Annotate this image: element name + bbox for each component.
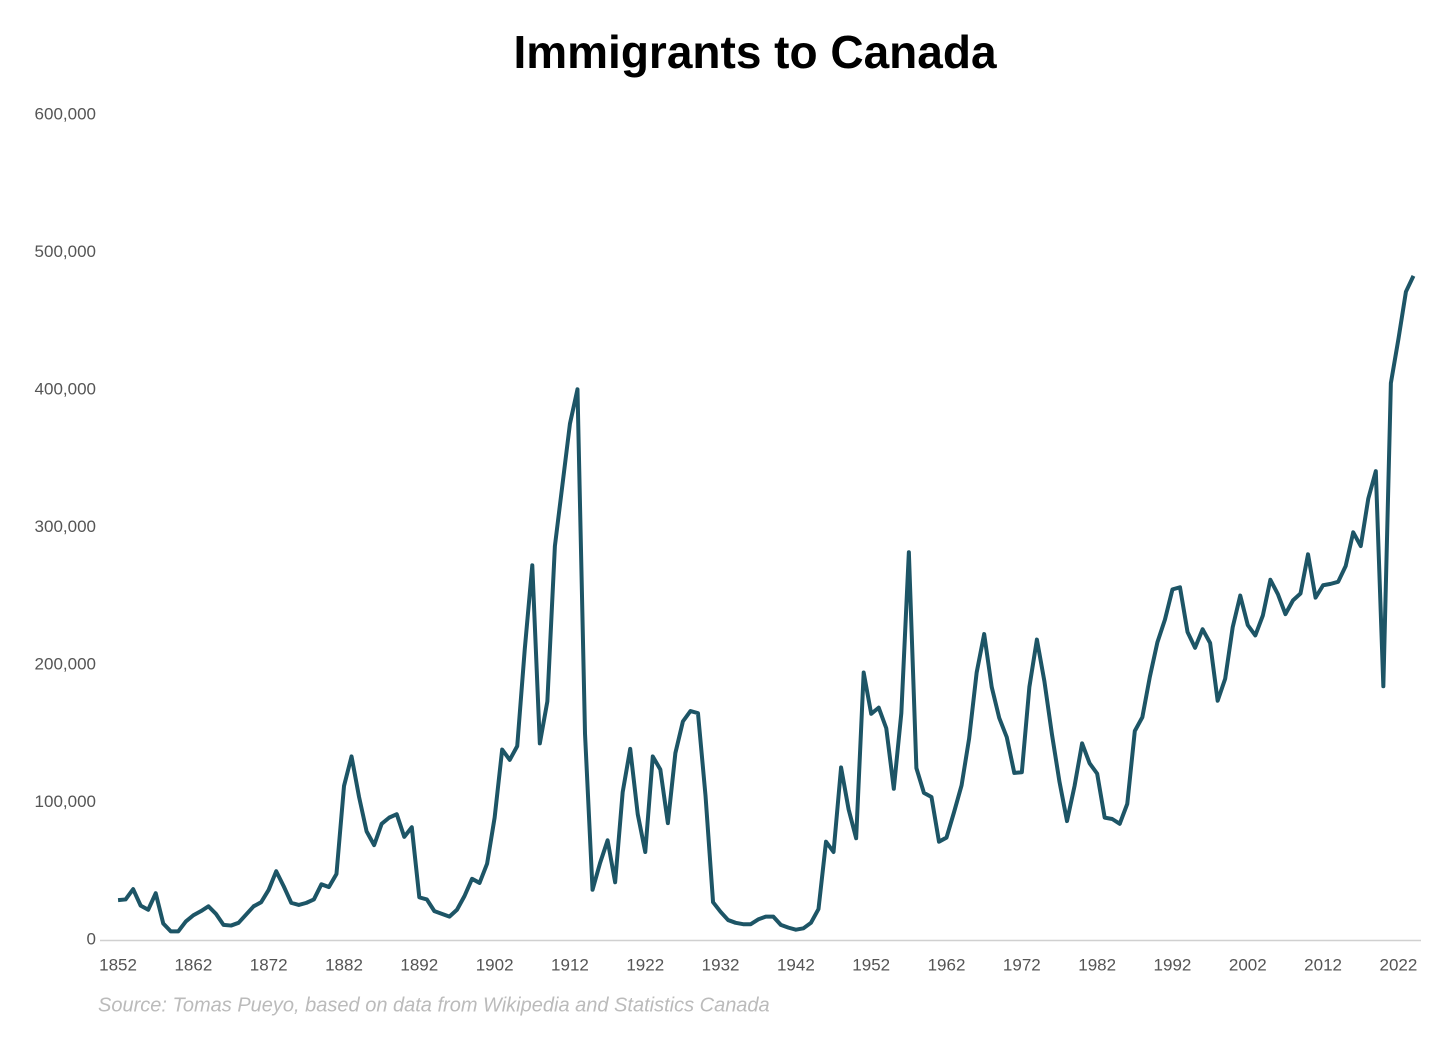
y-tick-label: 300,000	[35, 517, 96, 536]
x-tick-label: 1932	[702, 955, 740, 974]
x-tick-label: 2002	[1229, 955, 1267, 974]
x-tick-label: 2012	[1304, 955, 1342, 974]
x-tick-label: 1972	[1003, 955, 1041, 974]
x-tick-label: 1872	[250, 955, 288, 974]
x-tick-label: 1912	[551, 955, 589, 974]
x-tick-label: 1892	[400, 955, 438, 974]
x-tick-label: 1942	[777, 955, 815, 974]
y-tick-label: 500,000	[35, 242, 96, 261]
x-tick-label: 1962	[928, 955, 966, 974]
x-tick-label: 2022	[1379, 955, 1417, 974]
x-tick-label: 1982	[1078, 955, 1116, 974]
x-tick-label: 1852	[99, 955, 137, 974]
y-tick-label: 200,000	[35, 654, 96, 673]
y-tick-label: 600,000	[35, 104, 96, 123]
x-tick-label: 1922	[626, 955, 664, 974]
x-tick-label: 1882	[325, 955, 363, 974]
x-tick-label: 1902	[476, 955, 514, 974]
y-tick-label: 400,000	[35, 379, 96, 398]
y-tick-label: 0	[87, 929, 96, 948]
data-line	[117, 275, 1416, 934]
chart-title: Immigrants to Canada	[513, 26, 997, 78]
x-tick-label: 1862	[174, 955, 212, 974]
y-tick-label: 100,000	[35, 792, 96, 811]
x-tick-label: 1992	[1154, 955, 1192, 974]
source-note: Source: Tomas Pueyo, based on data from …	[98, 994, 770, 1016]
x-tick-label: 1952	[852, 955, 890, 974]
